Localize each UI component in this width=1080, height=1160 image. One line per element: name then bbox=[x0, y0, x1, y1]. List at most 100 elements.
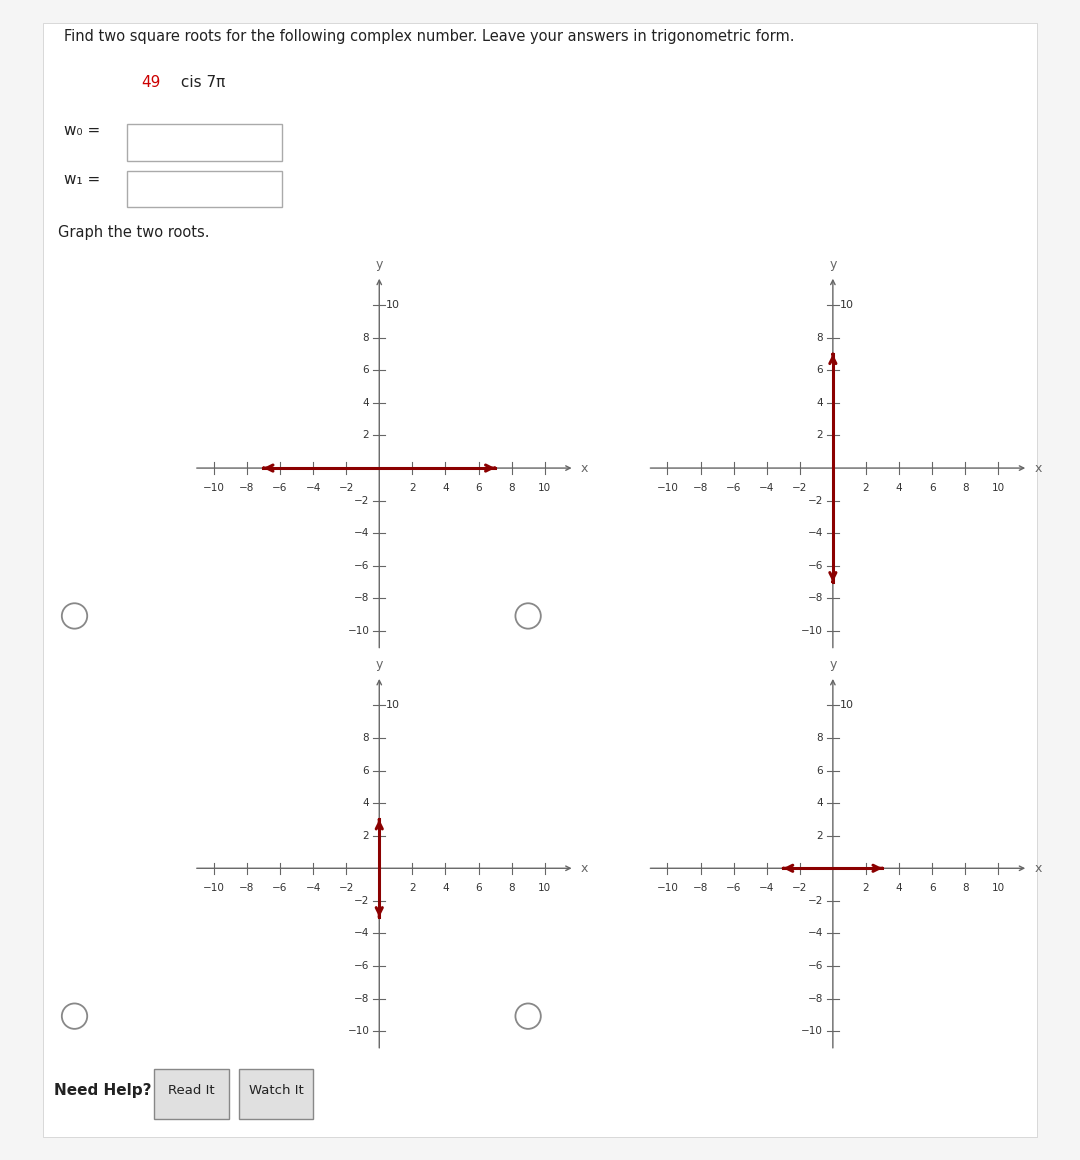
Text: 10: 10 bbox=[538, 883, 551, 893]
Text: 6: 6 bbox=[929, 483, 935, 493]
Text: −2: −2 bbox=[808, 896, 823, 906]
Text: 10: 10 bbox=[386, 300, 400, 310]
Text: −4: −4 bbox=[808, 528, 823, 538]
Text: 4: 4 bbox=[363, 798, 369, 809]
Text: 8: 8 bbox=[816, 333, 823, 342]
Text: 4: 4 bbox=[363, 398, 369, 408]
Text: 4: 4 bbox=[442, 883, 449, 893]
Text: −4: −4 bbox=[808, 928, 823, 938]
Text: y: y bbox=[829, 658, 837, 672]
Text: 6: 6 bbox=[929, 883, 935, 893]
Text: Need Help?: Need Help? bbox=[54, 1082, 151, 1097]
Text: −10: −10 bbox=[203, 483, 225, 493]
Text: 2: 2 bbox=[816, 430, 823, 441]
Text: w₀ =: w₀ = bbox=[64, 123, 100, 138]
Text: −2: −2 bbox=[792, 883, 808, 893]
Text: Read It: Read It bbox=[168, 1085, 215, 1097]
Text: x: x bbox=[1035, 862, 1042, 875]
Text: −10: −10 bbox=[348, 1027, 369, 1036]
Text: 6: 6 bbox=[816, 766, 823, 776]
Text: −8: −8 bbox=[354, 594, 369, 603]
Text: −6: −6 bbox=[272, 883, 287, 893]
Text: −8: −8 bbox=[692, 883, 708, 893]
Text: −2: −2 bbox=[354, 896, 369, 906]
Text: −2: −2 bbox=[808, 495, 823, 506]
Text: −10: −10 bbox=[657, 883, 678, 893]
Text: 10: 10 bbox=[839, 701, 853, 710]
Text: 6: 6 bbox=[475, 483, 482, 493]
Text: 10: 10 bbox=[839, 300, 853, 310]
Text: 4: 4 bbox=[816, 398, 823, 408]
Text: 8: 8 bbox=[509, 883, 515, 893]
Text: 4: 4 bbox=[895, 883, 903, 893]
Text: 4: 4 bbox=[442, 483, 449, 493]
Text: −2: −2 bbox=[338, 483, 354, 493]
FancyBboxPatch shape bbox=[127, 124, 282, 160]
Text: 2: 2 bbox=[816, 831, 823, 841]
Text: 6: 6 bbox=[475, 883, 482, 893]
Text: −6: −6 bbox=[354, 960, 369, 971]
Text: −10: −10 bbox=[348, 626, 369, 636]
Text: −2: −2 bbox=[792, 483, 808, 493]
Text: −4: −4 bbox=[306, 883, 321, 893]
Text: 10: 10 bbox=[386, 701, 400, 710]
Text: x: x bbox=[1035, 462, 1042, 474]
Text: 2: 2 bbox=[863, 883, 869, 893]
Text: 10: 10 bbox=[991, 883, 1004, 893]
Text: 49: 49 bbox=[141, 75, 161, 90]
Text: −10: −10 bbox=[801, 626, 823, 636]
Text: −4: −4 bbox=[759, 483, 774, 493]
Text: x: x bbox=[581, 862, 589, 875]
Text: 2: 2 bbox=[363, 430, 369, 441]
Text: 2: 2 bbox=[363, 831, 369, 841]
Text: −6: −6 bbox=[354, 560, 369, 571]
Text: −4: −4 bbox=[306, 483, 321, 493]
Text: 8: 8 bbox=[363, 333, 369, 342]
Text: Graph the two roots.: Graph the two roots. bbox=[58, 225, 210, 239]
Text: −6: −6 bbox=[272, 483, 287, 493]
Text: −4: −4 bbox=[354, 528, 369, 538]
Text: −8: −8 bbox=[808, 994, 823, 1003]
Text: 8: 8 bbox=[962, 883, 969, 893]
FancyBboxPatch shape bbox=[239, 1070, 313, 1118]
FancyBboxPatch shape bbox=[127, 171, 282, 206]
Text: −8: −8 bbox=[354, 994, 369, 1003]
Text: y: y bbox=[829, 258, 837, 271]
Text: −6: −6 bbox=[808, 560, 823, 571]
Text: 8: 8 bbox=[962, 483, 969, 493]
Text: −4: −4 bbox=[354, 928, 369, 938]
Text: 2: 2 bbox=[409, 883, 416, 893]
Text: 4: 4 bbox=[816, 798, 823, 809]
Text: x: x bbox=[581, 462, 589, 474]
Text: Watch It: Watch It bbox=[248, 1085, 303, 1097]
Text: Find two square roots for the following complex number. Leave your answers in tr: Find two square roots for the following … bbox=[64, 29, 794, 44]
Text: −8: −8 bbox=[692, 483, 708, 493]
Text: 8: 8 bbox=[363, 733, 369, 742]
Text: −4: −4 bbox=[759, 883, 774, 893]
Text: −2: −2 bbox=[354, 495, 369, 506]
Text: 8: 8 bbox=[509, 483, 515, 493]
Text: −10: −10 bbox=[801, 1027, 823, 1036]
Text: −10: −10 bbox=[203, 883, 225, 893]
Text: 6: 6 bbox=[816, 365, 823, 376]
Text: 4: 4 bbox=[895, 483, 903, 493]
Text: −6: −6 bbox=[726, 883, 741, 893]
Text: −6: −6 bbox=[808, 960, 823, 971]
Text: y: y bbox=[376, 258, 383, 271]
Text: 2: 2 bbox=[863, 483, 869, 493]
Text: cis 7π: cis 7π bbox=[175, 75, 225, 90]
Text: w₁ =: w₁ = bbox=[64, 172, 100, 187]
Text: −8: −8 bbox=[808, 594, 823, 603]
Text: −10: −10 bbox=[657, 483, 678, 493]
Text: y: y bbox=[376, 658, 383, 672]
Text: −6: −6 bbox=[726, 483, 741, 493]
Text: −8: −8 bbox=[239, 483, 255, 493]
Text: 10: 10 bbox=[991, 483, 1004, 493]
Text: −8: −8 bbox=[239, 883, 255, 893]
Text: 10: 10 bbox=[538, 483, 551, 493]
FancyBboxPatch shape bbox=[154, 1070, 229, 1118]
Text: −2: −2 bbox=[338, 883, 354, 893]
Text: 6: 6 bbox=[363, 766, 369, 776]
Text: 6: 6 bbox=[363, 365, 369, 376]
Text: 2: 2 bbox=[409, 483, 416, 493]
